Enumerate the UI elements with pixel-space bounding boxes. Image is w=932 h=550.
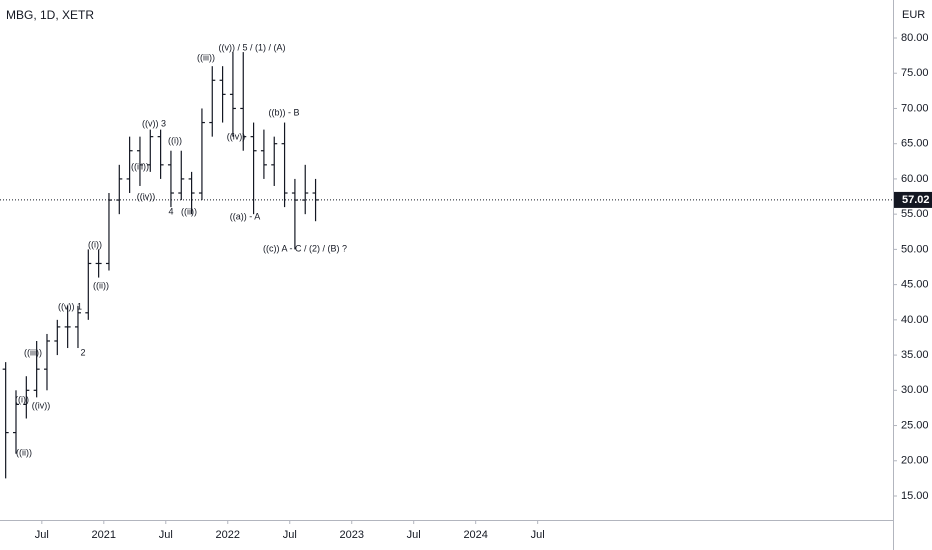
x-tick-label: Jul [531,529,545,541]
wave-label: ((v)) / 5 / (1) / (A) [219,42,286,52]
x-tick-label: Jul [283,529,297,541]
wave-label: ((ii)) [181,206,197,216]
y-tick-label: 50.00 [901,243,929,255]
x-tick-label: Jul [159,529,173,541]
y-tick-label: 25.00 [901,419,929,431]
wave-label: ((ii)) [93,280,109,290]
wave-label: 2 [80,347,85,357]
y-tick-label: 35.00 [901,349,929,361]
y-tick-label: 55.00 [901,208,929,220]
y-tick-label: 65.00 [901,138,929,150]
y-tick-label: 80.00 [901,32,929,44]
x-tick-label: Jul [407,529,421,541]
last-price-box [894,191,932,208]
x-tick-label: Jul [35,529,49,541]
wave-label: ((i)) [88,239,102,249]
wave-label: ((v)) 3 [142,118,166,128]
y-tick-label: 40.00 [901,314,929,326]
x-tick-label: 2024 [463,529,487,541]
currency-label: EUR [902,9,925,21]
wave-label: ((iii)) [197,52,215,62]
y-tick-label: 70.00 [901,102,929,114]
wave-label: ((ii)) [16,447,32,457]
chart-title: MBG, 1D, XETR [6,8,94,22]
wave-label: 4 [168,206,173,216]
y-tick-label: 15.00 [901,490,929,502]
wave-label: ((i)) [15,394,29,404]
wave-label: ((i)) [168,135,182,145]
x-tick-label: 2022 [216,529,240,541]
x-tick-label: 2021 [92,529,116,541]
y-tick-label: 45.00 [901,279,929,291]
y-tick-label: 30.00 [901,384,929,396]
y-tick-label: 20.00 [901,455,929,467]
wave-label: ((iii)) [24,347,42,357]
wave-label: ((a)) - A [230,211,261,221]
last-price-label: 57.02 [902,194,930,206]
wave-label: ((b)) - B [269,107,300,117]
wave-label: ((iii)) [131,161,149,171]
wave-label: ((c)) A - C / (2) / (B) ? [263,243,347,253]
y-tick-label: 75.00 [901,67,929,79]
wave-label: ((iv)) [137,191,156,201]
x-tick-label: 2023 [339,529,363,541]
wave-label: ((v)) 1 [58,301,82,311]
wave-label: ((iv)) [227,131,246,141]
y-tick-label: 60.00 [901,173,929,185]
wave-label: ((iv)) [32,400,51,410]
